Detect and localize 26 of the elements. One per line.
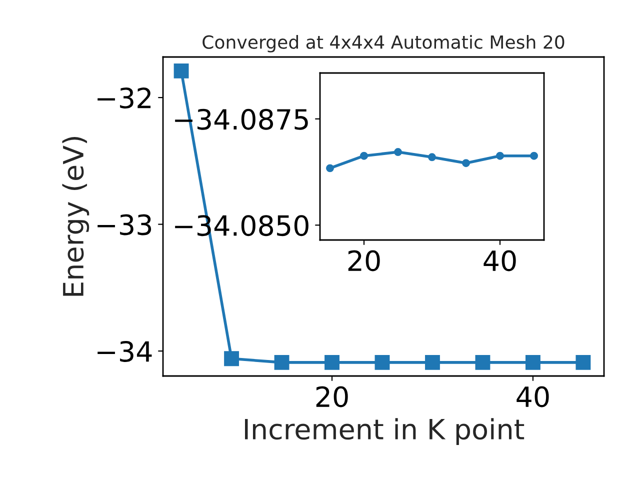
point (462, 159, 470, 168)
x-tick-label: 20 (348, 250, 380, 272)
x-axis-title: Increment in K point (244, 418, 524, 446)
y-axis-title: Energy (eV) (62, 136, 90, 296)
chart-title: Converged at 4x4x4 Automatic Mesh 20 (202, 34, 564, 52)
point (530, 152, 538, 160)
point (475, 354, 490, 370)
point (374, 354, 390, 370)
y-tick-label: −33 (98, 214, 152, 236)
point (360, 152, 368, 160)
point (174, 63, 189, 78)
point (525, 354, 540, 370)
x-tick-label: 20 (316, 386, 348, 408)
x-tick-label: 40 (484, 250, 516, 272)
point (394, 148, 402, 156)
point (324, 354, 340, 370)
y-tick-label: −34 (98, 340, 152, 362)
point (425, 354, 440, 370)
y-tick-label: −32 (98, 87, 150, 109)
point (224, 351, 239, 366)
point (496, 152, 504, 160)
point (326, 164, 334, 172)
point (428, 153, 436, 162)
x-tick-label: 40 (516, 386, 549, 408)
point (576, 354, 591, 370)
point (274, 354, 290, 370)
